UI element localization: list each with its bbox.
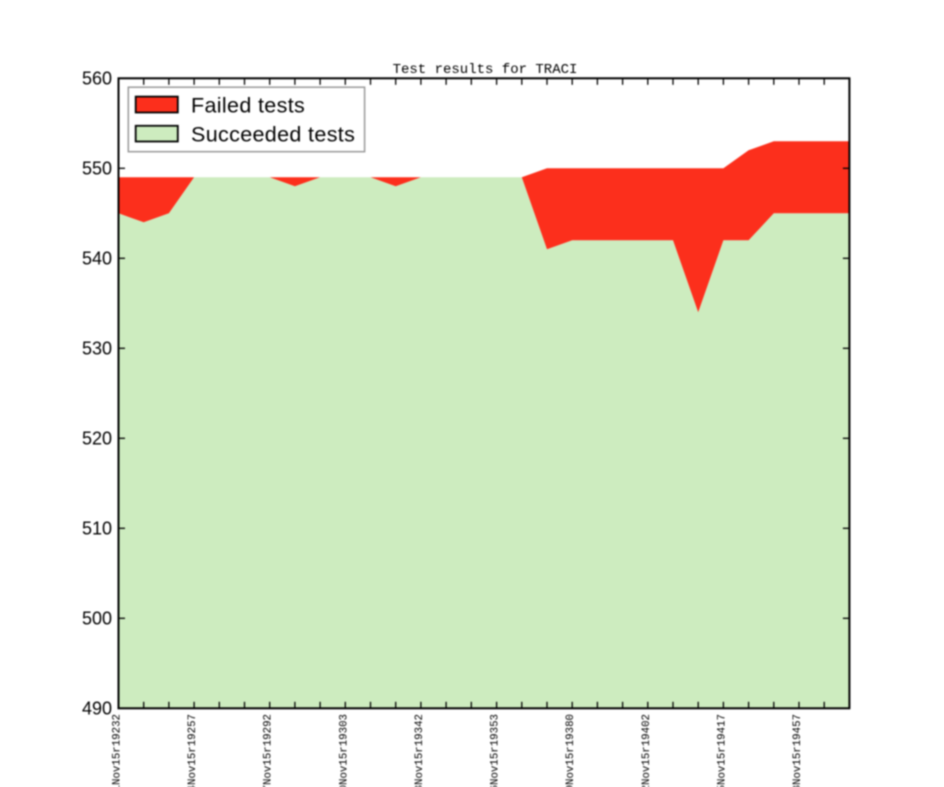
svg-text:520: 520	[82, 428, 112, 448]
svg-text:19Nov15r19380: 19Nov15r19380	[565, 714, 577, 787]
svg-text:01Nov15r19232: 01Nov15r19232	[112, 714, 124, 787]
svg-text:500: 500	[82, 608, 112, 628]
svg-text:28Nov15r19457: 28Nov15r19457	[792, 714, 804, 787]
svg-text:510: 510	[82, 518, 112, 538]
svg-text:22Nov15r19402: 22Nov15r19402	[641, 714, 653, 787]
svg-text:10Nov15r19303: 10Nov15r19303	[338, 714, 350, 787]
svg-text:540: 540	[82, 248, 112, 268]
svg-text:13Nov15r19342: 13Nov15r19342	[414, 714, 426, 787]
svg-text:490: 490	[82, 698, 112, 718]
svg-text:16Nov15r19353: 16Nov15r19353	[490, 714, 502, 787]
svg-text:07Nov15r19292: 07Nov15r19292	[263, 714, 275, 787]
svg-text:04Nov15r19257: 04Nov15r19257	[187, 714, 199, 787]
svg-text:Test results for TRACI: Test results for TRACI	[393, 62, 578, 78]
svg-text:Succeeded tests: Succeeded tests	[191, 123, 355, 147]
svg-text:560: 560	[82, 68, 112, 88]
svg-text:25Nov15r19417: 25Nov15r19417	[716, 714, 728, 787]
svg-text:530: 530	[82, 338, 112, 358]
svg-text:550: 550	[82, 158, 112, 178]
svg-text:Failed tests: Failed tests	[191, 94, 305, 118]
